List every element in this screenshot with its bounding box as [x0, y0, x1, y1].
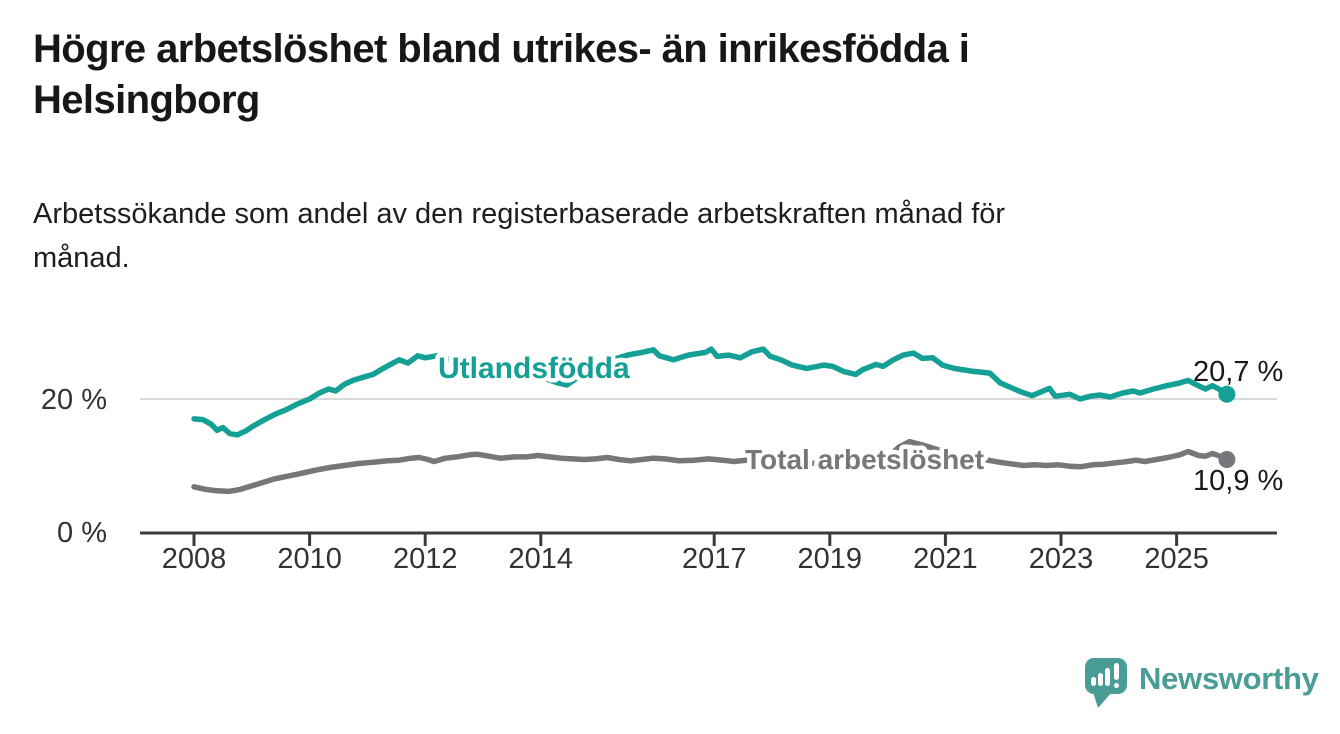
logo-exclamation-glyph — [1114, 663, 1119, 688]
newsworthy-logo-text: Newsworthy — [1139, 661, 1320, 696]
chart-subtitle-line2: månad. — [33, 242, 130, 274]
series-end-dots — [1218, 385, 1236, 468]
end-value-label-utlandsfodda: 20,7 % — [1193, 356, 1283, 388]
series-label-total-arbetsloshet: Total arbetslöshet — [745, 444, 984, 475]
end-value-labels: 20,7 % 10,9 % — [1193, 356, 1283, 497]
x-tick-label-2010: 2010 — [277, 543, 342, 575]
x-tick-label-2025: 2025 — [1144, 543, 1209, 575]
page-title-line1: Högre arbetslöshet bland utrikes- än inr… — [33, 27, 970, 71]
series-end-dot-total-arbetsloshet — [1218, 451, 1236, 468]
page-title-line2: Helsingborg — [33, 78, 260, 122]
x-tick-label-2021: 2021 — [913, 543, 978, 575]
x-tick-label-2012: 2012 — [393, 543, 458, 575]
chart-subtitle: Arbetssökande som andel av den registerb… — [33, 192, 1005, 280]
series-line-total-arbetsloshet — [191, 438, 1230, 495]
x-tick-label-2023: 2023 — [1029, 543, 1094, 575]
x-tick-label-2008: 2008 — [162, 543, 227, 575]
chart-subtitle-line1: Arbetssökande som andel av den registerb… — [33, 198, 1006, 230]
series-lines — [191, 346, 1230, 495]
series-line-utlandsfodda — [191, 346, 1230, 438]
x-tick-label-2014: 2014 — [509, 543, 574, 575]
y-tick-label-20: 20 % — [41, 384, 107, 416]
logo-bar-chart-glyph — [1091, 668, 1110, 686]
end-value-label-total: 10,9 % — [1193, 465, 1283, 497]
series-end-dot-utlandsfodda — [1218, 385, 1236, 403]
page-title: Högre arbetslöshet bland utrikes- än inr… — [33, 24, 970, 126]
newsworthy-logo: Newsworthy — [1085, 658, 1320, 708]
x-axis: 2008 2010 2012 2014 2017 2019 2021 2023 2025 — [140, 531, 1277, 575]
y-tick-label-0: 0 % — [57, 517, 107, 549]
x-tick-label-2019: 2019 — [798, 543, 863, 575]
x-tick-label-2017: 2017 — [682, 543, 747, 575]
y-axis-labels: 0 % 20 % — [41, 384, 107, 549]
newsworthy-logo-icon — [1085, 658, 1127, 708]
series-label-utlandsfodda: Utlandsfödda — [438, 352, 630, 385]
series-labels: Utlandsfödda Total arbetslöshet — [434, 348, 989, 480]
